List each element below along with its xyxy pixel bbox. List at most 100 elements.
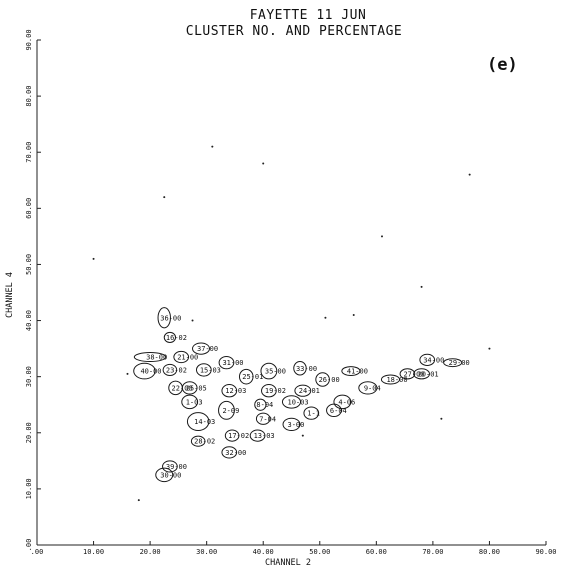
cluster-ellipse [190,435,206,447]
cluster-label: 28-02 [194,438,215,446]
cluster-ellipse [157,307,171,329]
cluster-ellipse [281,395,302,409]
cluster-ellipse [224,429,240,442]
y-tick-label: .00 [25,539,33,552]
scatter-dot [211,145,214,148]
cluster-ellipse [413,368,430,380]
cluster-label: 8-04 [256,401,273,409]
y-tick-label: 70.00 [25,142,33,163]
cluster-label: 30-00 [160,471,181,479]
scatter-dot [126,372,129,375]
cluster-label: 10-03 [288,398,309,406]
panel-label: (e) [487,55,518,75]
cluster-ellipse [282,417,301,432]
chart-title: FAYETTE 11 JUN [250,8,367,23]
x-axis-ticks: .00 10.00 20.00 30.00 40.00 50.00 60.00 70.00 80… [31,541,557,556]
cluster-ellipse [218,355,235,370]
cluster-ellipse [255,412,271,425]
cluster-label: 7-04 [259,415,276,423]
cluster-label: 13-03 [254,432,275,440]
scatter-dot [92,257,95,260]
y-tick-label: 50.00 [25,254,33,275]
scatter-dot [191,319,194,322]
cluster-ellipse [163,331,177,343]
cluster-label: 35-00 [265,368,286,376]
cluster-label: 1-1 [307,410,320,418]
cluster-label: 23-02 [166,366,187,374]
y-tick-label: 10.00 [25,478,33,499]
cluster-ellipse [133,362,156,380]
cluster-ellipse [195,363,212,377]
cluster-ellipse [260,362,278,380]
cluster-ellipse [218,400,235,420]
y-tick-label: 20.00 [25,422,33,443]
x-tick-label: 30.00 [196,548,217,556]
cluster-label: 29-00 [449,359,470,367]
cluster-label: 32-00 [225,449,246,457]
scatter-dot [324,316,327,319]
y-tick-label: 80.00 [25,86,33,107]
cluster-label: 12-03 [225,387,246,395]
cluster-label: 9-04 [364,384,381,392]
cluster-ellipse [173,350,190,364]
cluster-label: 6-04 [330,407,347,415]
cluster-ellipse [186,412,210,432]
scatter-dot [488,347,491,350]
cluster-ellipse [238,368,254,385]
cluster-ellipse [380,374,401,385]
x-tick-label: 20.00 [140,548,161,556]
cluster-label: 17-02 [228,432,249,440]
cluster-label: 25-01 [242,373,263,381]
cluster-ellipse [181,394,199,410]
cluster-ellipse [249,429,266,442]
cluster-label: 33-00 [296,365,317,373]
cluster-ellipse [192,342,210,355]
cluster-label: 39-00 [166,463,187,471]
cluster-label: 25-05 [186,384,207,392]
cluster-ellipse [443,358,463,368]
x-tick-label: 40.00 [253,548,274,556]
chart-subtitle: CLUSTER NO. AND PERCENTAGE [186,24,403,39]
cluster-ellipse [326,403,342,418]
scatter-dot [352,313,355,316]
cluster-label: 19-02 [265,387,286,395]
scatter-dot [420,285,423,288]
x-axis-label: CHANNEL 2 [265,558,311,568]
cluster-label: 34-00 [423,356,444,364]
cluster-label: 18-00 [386,376,407,384]
scatter-dot [468,173,471,176]
scatter-dots [92,145,491,502]
cluster-ellipse [293,361,307,376]
cluster-ellipse [315,372,330,387]
x-tick-label: 60.00 [366,548,387,556]
cluster-ellipses: 36-00 16-02 37-00 38-00 21-00 31-00 40-00 23-02… [133,307,470,483]
cluster-ellipse [181,381,198,395]
cluster-label: 20-01 [418,370,439,378]
cluster-ellipse [162,460,178,473]
cluster-label: 31-00 [222,359,243,367]
cluster-label: 1-03 [186,398,203,406]
cluster-ellipse [333,394,352,410]
x-tick-label: 70.00 [422,548,443,556]
y-axis-ticks: .00 10.00 20.00 30.00 40.00 50.00 60.00 70.00 80… [25,29,41,551]
cluster-label: 16-02 [166,334,187,342]
cluster-ellipse [303,406,320,420]
cluster-ellipse [399,368,416,380]
cluster-label: 41-00 [347,368,368,376]
cluster-ellipse [419,353,436,366]
cluster-label: 24-01 [299,387,320,395]
cluster-label: 3-00 [288,421,305,429]
scatter-dot [137,499,140,502]
y-axis-label: CHANNEL 4 [5,272,15,318]
cluster-ellipse [221,384,238,398]
cluster-label: 14-03 [194,418,215,426]
scatter-dot [262,162,265,165]
scatter-dot [163,196,166,199]
cluster-ellipse [155,467,174,483]
cluster-ellipse [221,446,238,459]
scatter-dot [301,434,304,437]
cluster-label: 38-00 [146,354,167,362]
scatter-dot [440,417,443,420]
x-tick-label: 90.00 [535,548,556,556]
